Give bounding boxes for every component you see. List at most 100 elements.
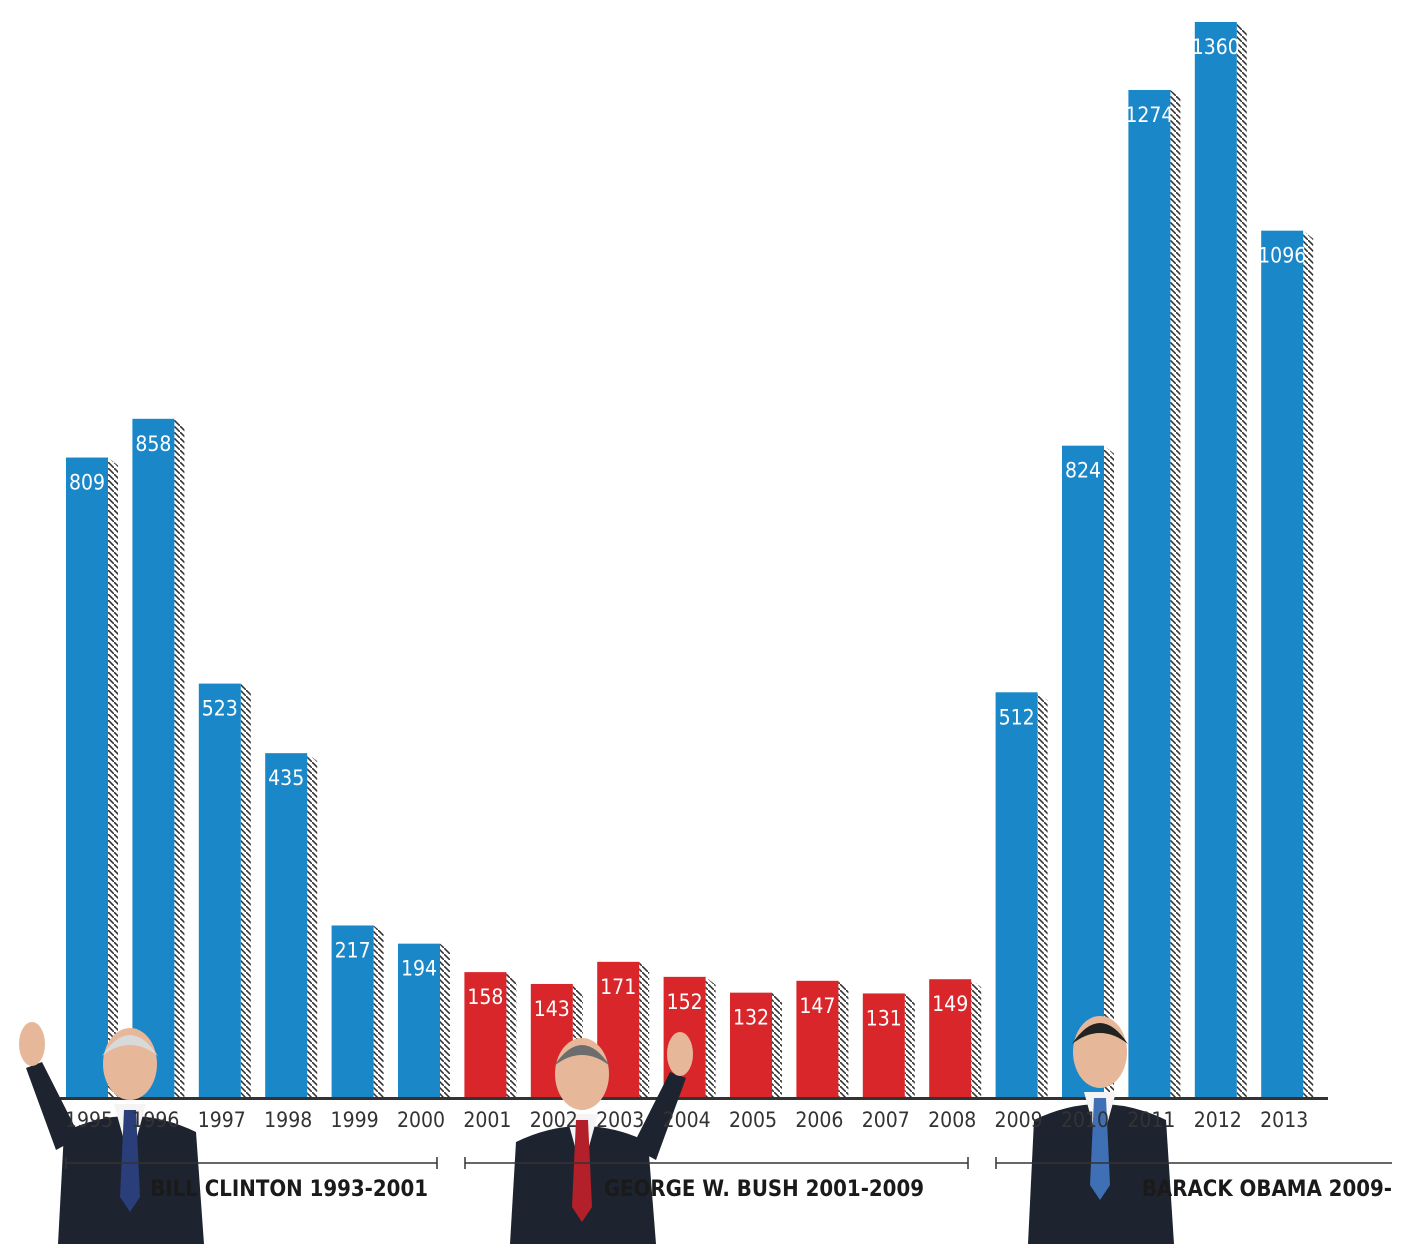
bar-group-2000: 194 xyxy=(398,943,450,1097)
bar-1995 xyxy=(66,457,108,1097)
bar-group-1997: 523 xyxy=(198,683,251,1097)
bar-2007 xyxy=(862,993,905,1097)
presidency-label-2: GEORGE W. BUSH 2001-2009 xyxy=(604,1177,924,1202)
year-label-2003: 2003 xyxy=(596,1108,644,1132)
presidency-label-3: BARACK OBAMA 2009- xyxy=(1142,1177,1392,1202)
bar-group-2009: 512 xyxy=(995,692,1048,1097)
bar-2013 xyxy=(1261,230,1304,1098)
presidency-group-3: BARACK OBAMA 2009- xyxy=(995,1157,1392,1202)
bar-group-2007: 131 xyxy=(862,993,915,1097)
value-label-2001: 158 xyxy=(467,985,503,1009)
value-label-2010: 824 xyxy=(1065,459,1101,483)
presidency-group-2: GEORGE W. BUSH 2001-2009 xyxy=(464,1157,969,1202)
bars-layer: 809 858 523 435 217 194 158 143 171 152 132 147 131 1… xyxy=(66,22,1314,1098)
bar-shadow xyxy=(174,418,185,1097)
bar-shadow xyxy=(904,993,915,1097)
bar-shadow xyxy=(307,753,318,1097)
bar-group-2011: 1274 xyxy=(1125,89,1181,1097)
bush-waving-photo xyxy=(510,1032,693,1244)
bar-shadow xyxy=(108,457,118,1097)
bar-shadow xyxy=(240,683,251,1097)
year-label-2002: 2002 xyxy=(530,1108,578,1132)
value-label-2012: 1360 xyxy=(1192,35,1240,59)
year-label-2009: 2009 xyxy=(995,1108,1043,1132)
bar-shadow xyxy=(1303,230,1314,1098)
year-label-2013: 2013 xyxy=(1260,1108,1308,1132)
bar-1996 xyxy=(132,418,175,1097)
bar-group-1996: 858 xyxy=(132,418,185,1097)
bar-2011 xyxy=(1128,89,1171,1097)
value-label-2009: 512 xyxy=(999,705,1035,729)
bar-group-2012: 1360 xyxy=(1192,22,1247,1097)
value-label-1998: 435 xyxy=(268,766,304,790)
bar-group-2013: 1096 xyxy=(1258,230,1314,1098)
bar-2008 xyxy=(929,979,972,1097)
obama-walking-photo xyxy=(1028,1016,1174,1244)
bar-shadow xyxy=(705,976,716,1097)
bar-2006 xyxy=(796,980,839,1097)
clinton-waving-photo xyxy=(19,1022,204,1244)
bar-1997 xyxy=(198,683,241,1097)
year-label-2011: 2011 xyxy=(1127,1108,1175,1132)
value-label-2004: 152 xyxy=(667,990,703,1014)
bar-shadow xyxy=(506,972,517,1097)
year-label-1999: 1999 xyxy=(331,1108,379,1132)
year-label-2005: 2005 xyxy=(729,1108,777,1132)
value-label-1995: 809 xyxy=(69,471,105,495)
value-label-2011: 1274 xyxy=(1125,103,1173,127)
bar-shadow xyxy=(440,943,450,1097)
value-label-2003: 171 xyxy=(600,975,636,999)
bar-shadow xyxy=(1170,89,1181,1097)
bar-group-1995: 809 xyxy=(66,457,118,1097)
value-label-2007: 131 xyxy=(866,1006,902,1030)
bar-2001 xyxy=(464,972,507,1097)
bar-1999 xyxy=(331,925,374,1097)
bar-2009 xyxy=(995,692,1038,1097)
year-label-1997: 1997 xyxy=(198,1108,246,1132)
value-label-1996: 858 xyxy=(135,432,171,456)
year-label-2010: 2010 xyxy=(1061,1108,1109,1132)
presidency-group-1: BILL CLINTON 1993-2001 xyxy=(65,1157,438,1202)
year-label-2008: 2008 xyxy=(928,1108,976,1132)
year-label-1995: 1995 xyxy=(65,1108,113,1132)
year-label-2007: 2007 xyxy=(862,1108,910,1132)
value-label-2002: 143 xyxy=(534,997,570,1021)
bar-shadow xyxy=(1104,445,1114,1097)
bar-2000 xyxy=(398,943,440,1097)
bar-group-2003: 171 xyxy=(597,961,650,1097)
presidency-label-1: BILL CLINTON 1993-2001 xyxy=(150,1177,428,1202)
value-label-2005: 132 xyxy=(733,1006,769,1030)
bar-group-2010: 824 xyxy=(1062,445,1114,1097)
value-label-1997: 523 xyxy=(202,697,238,721)
year-label-2004: 2004 xyxy=(663,1108,711,1132)
bar-2005 xyxy=(730,992,772,1097)
year-label-2006: 2006 xyxy=(795,1108,843,1132)
value-label-2000: 194 xyxy=(401,957,437,981)
labels-layer: 1995 1996 1997 1998 1999 2000 2001 2002 2003 2004… xyxy=(65,1108,1392,1202)
bar-shadow xyxy=(772,992,782,1097)
year-label-1996: 1996 xyxy=(131,1108,179,1132)
bar-2010 xyxy=(1062,445,1104,1097)
year-label-1998: 1998 xyxy=(264,1108,312,1132)
bar-shadow xyxy=(639,961,650,1097)
value-label-2013: 1096 xyxy=(1258,244,1306,268)
bar-1998 xyxy=(265,753,308,1097)
bar-group-2005: 132 xyxy=(730,992,782,1097)
bar-group-1999: 217 xyxy=(331,925,384,1097)
photos-layer xyxy=(19,1016,1174,1244)
year-label-2012: 2012 xyxy=(1194,1108,1242,1132)
bar-2012 xyxy=(1194,22,1237,1097)
value-label-2008: 149 xyxy=(932,992,968,1016)
bar-shadow xyxy=(373,925,384,1097)
value-label-1999: 217 xyxy=(335,938,371,962)
bar-group-2006: 147 xyxy=(796,980,849,1097)
value-label-2006: 147 xyxy=(799,994,835,1018)
bar-shadow xyxy=(971,979,982,1097)
bar-shadow xyxy=(1236,22,1247,1097)
bar-group-2001: 158 xyxy=(464,972,517,1097)
year-label-2000: 2000 xyxy=(397,1108,445,1132)
year-label-2001: 2001 xyxy=(463,1108,511,1132)
bar-group-1998: 435 xyxy=(265,753,318,1097)
